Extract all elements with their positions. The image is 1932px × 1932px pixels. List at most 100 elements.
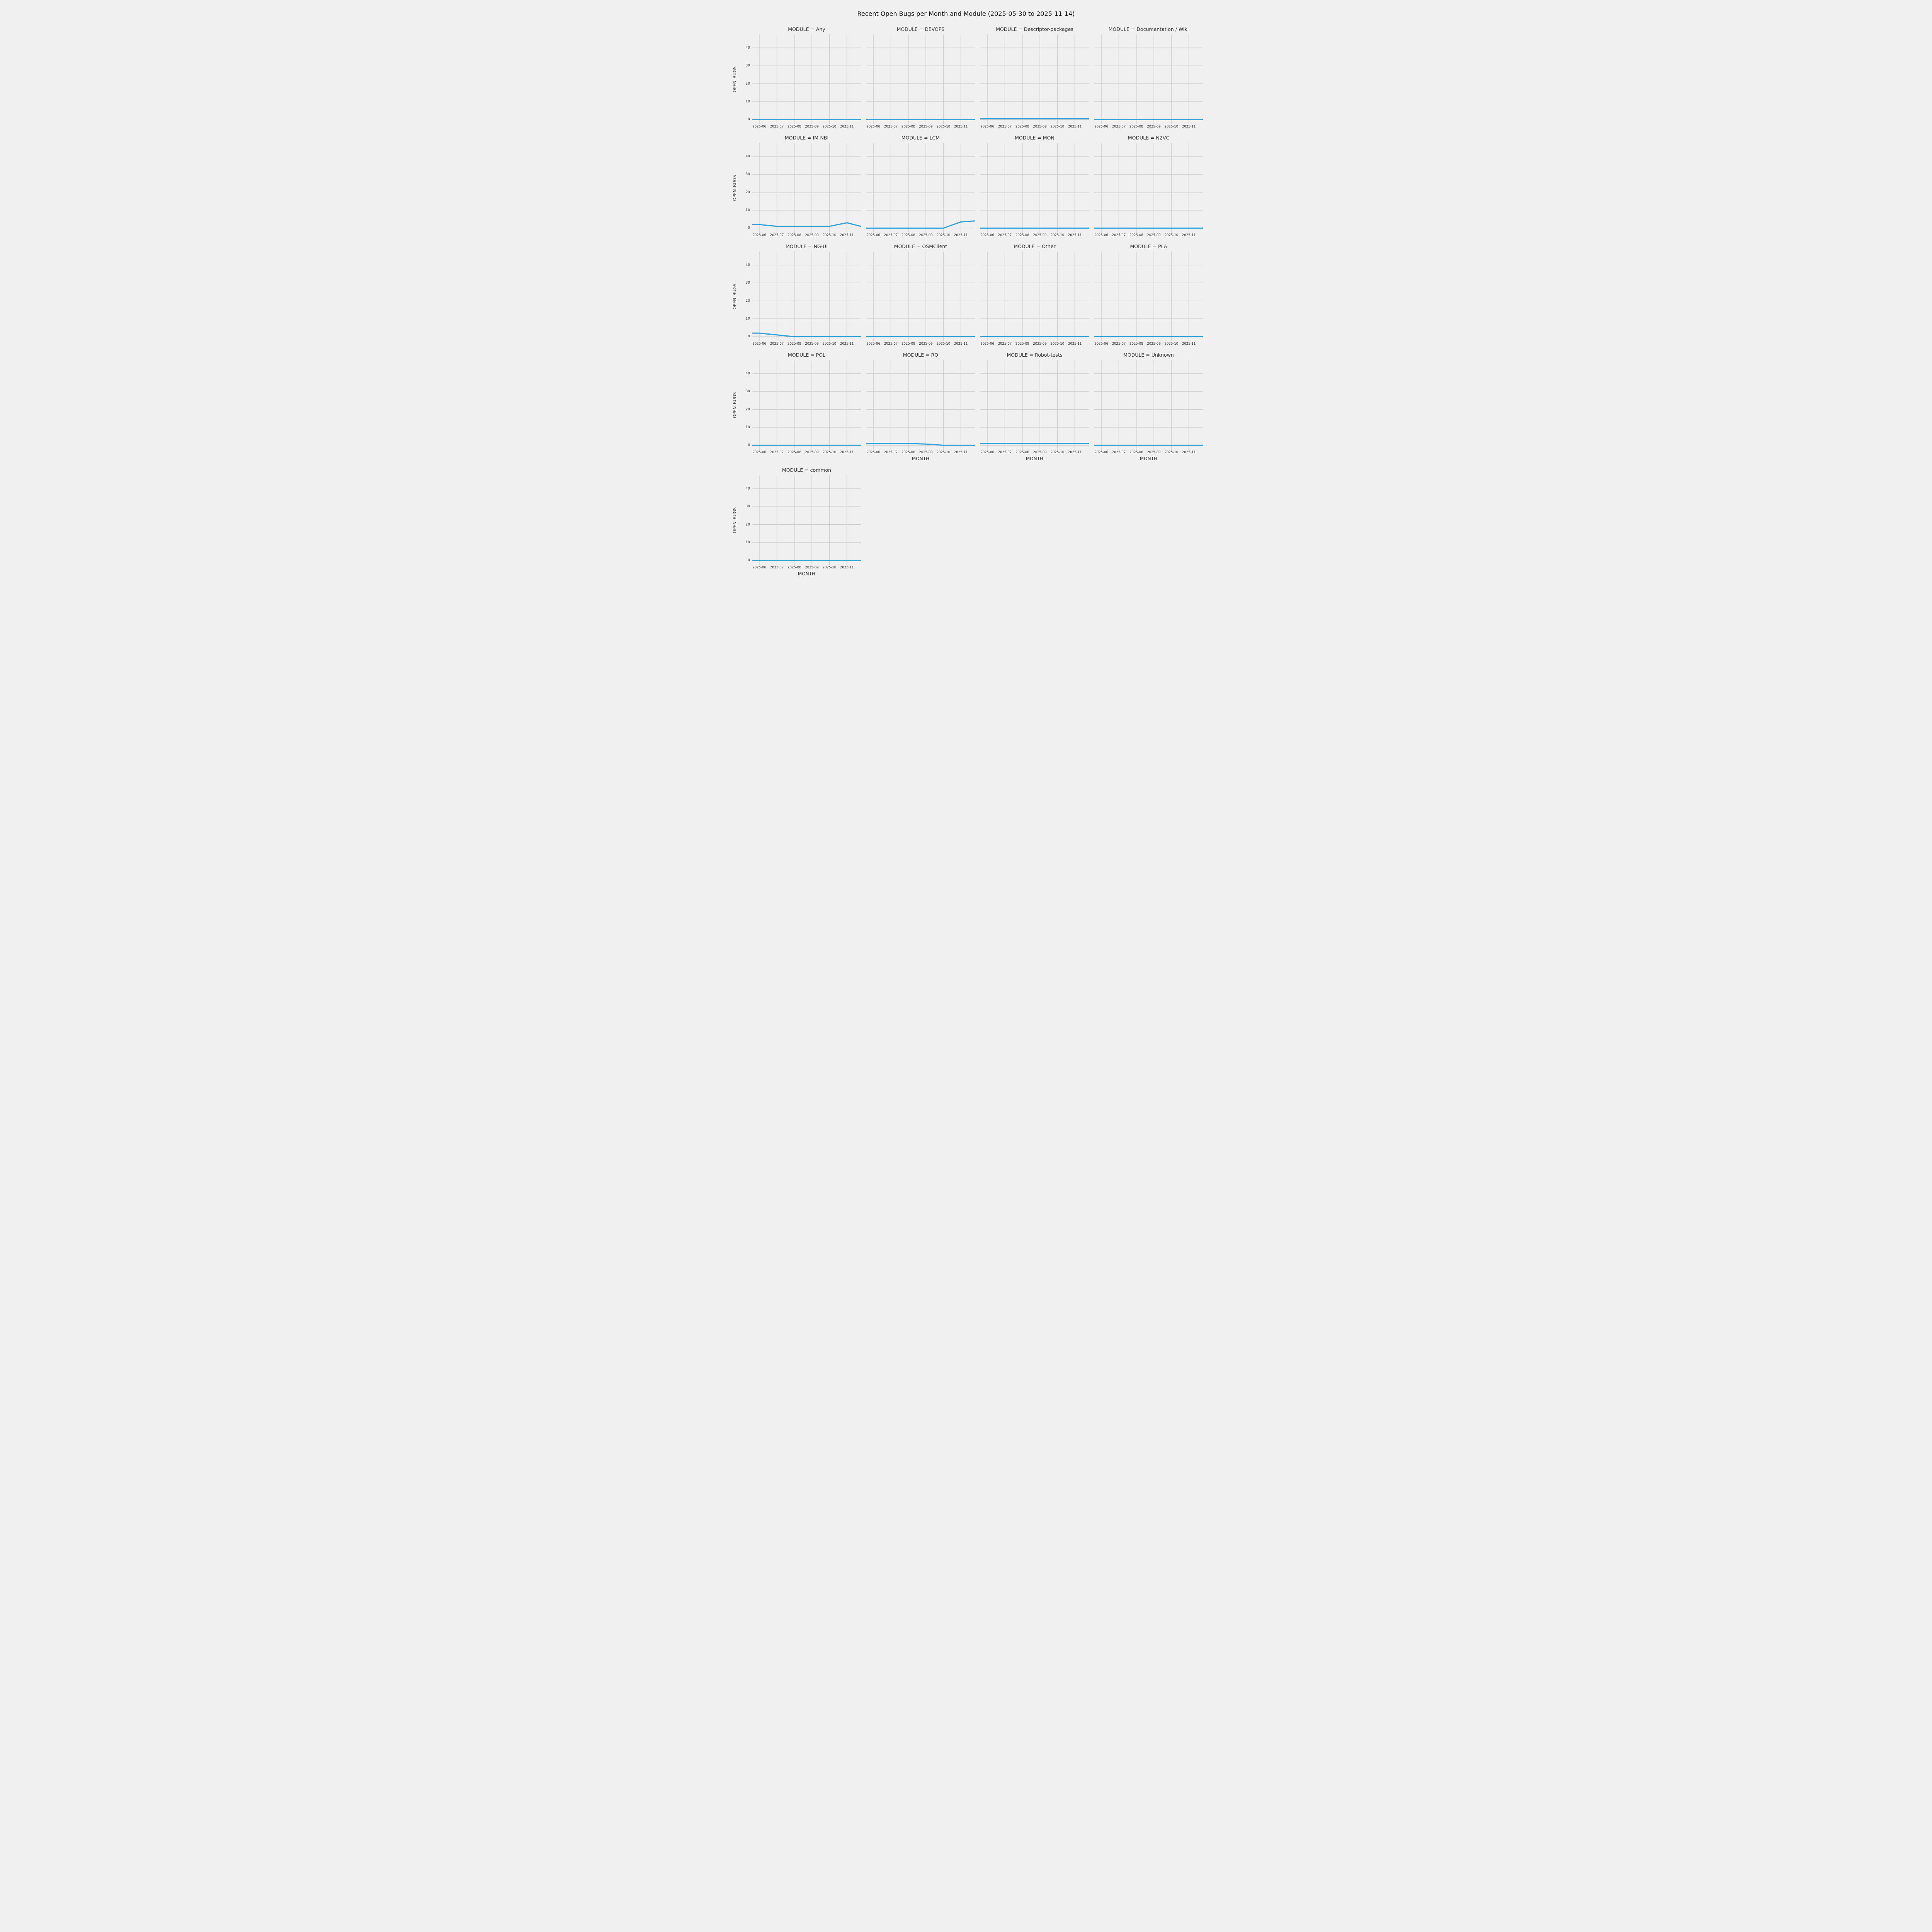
x-tick-label: 2025-08 [787, 566, 801, 570]
x-tick-label: 2025-08 [787, 125, 801, 129]
plot-area: OPEN_BUGS 0 10 20 30 40 2025-06 2025-07 2025-0… [732, 360, 861, 456]
x-tick-label: 2025-08 [901, 342, 915, 346]
x-tick-label: 2025-06 [866, 451, 880, 454]
x-tick-label: 2025-11 [840, 342, 854, 346]
facet-n2vc: MODULE = N2VC 2025-06 2025-07 2025-08 2025-… [1094, 134, 1203, 238]
x-tick-label: 2025-11 [840, 451, 854, 454]
x-tick-label: 2025-09 [919, 233, 933, 237]
plot-area: 2025-06 2025-07 2025-08 2025-09 2025-10 2025-… [1094, 34, 1203, 130]
x-tick-label: 2025-07 [998, 125, 1012, 129]
line-chart-panel [1094, 360, 1203, 450]
line-chart-panel [1094, 143, 1203, 233]
x-tick-label: 2025-09 [1147, 451, 1161, 454]
facet-title: MODULE = POL [787, 352, 826, 358]
y-tick-label: 0 [748, 443, 750, 447]
plot-area: 2025-06 2025-07 2025-08 2025-09 2025-10 2025-… [866, 143, 975, 238]
facet-title: MODULE = NG-UI [785, 243, 828, 249]
y-tick-label: 0 [748, 117, 750, 122]
x-axis-ticks: 2025-06 2025-07 2025-08 2025-09 2025-10 2025-… [752, 341, 861, 347]
x-tick-label: 2025-11 [840, 233, 854, 237]
x-tick-label: 2025-06 [980, 451, 994, 454]
facet-ro: MODULE = RO 2025-06 2025-07 2025-08 2025-09… [866, 351, 975, 462]
y-tick-label: 20 [745, 82, 750, 86]
x-tick-label: 2025-10 [822, 233, 837, 237]
x-tick-label: 2025-11 [954, 125, 968, 129]
facet-title: MODULE = OSMClient [894, 243, 947, 249]
line-chart-panel [866, 360, 975, 450]
x-tick-label: 2025-06 [752, 566, 766, 570]
x-tick-label: 2025-07 [1112, 233, 1126, 237]
x-axis-ticks: 2025-06 2025-07 2025-08 2025-09 2025-10 2025-… [866, 124, 975, 130]
x-tick-label: 2025-10 [822, 566, 837, 570]
facet-lcm: MODULE = LCM 2025-06 2025-07 2025-08 2025-0… [866, 134, 975, 238]
y-tick-label: 30 [745, 64, 750, 68]
plot-area: 2025-06 2025-07 2025-08 2025-09 2025-10 2025-… [866, 252, 975, 347]
y-axis-label: OPEN_BUGS [732, 392, 737, 418]
plot-area: OPEN_BUGS 0 10 20 30 40 2025-06 2025-07 2025-0… [732, 252, 861, 347]
line-chart-panel [752, 252, 861, 341]
x-tick-label: 2025-07 [1112, 125, 1126, 129]
x-tick-label: 2025-06 [866, 342, 880, 346]
facet-title: MODULE = IM-NBI [784, 135, 829, 141]
x-tick-label: 2025-07 [770, 566, 784, 570]
y-tick-label: 30 [745, 389, 750, 394]
x-tick-label: 2025-06 [752, 233, 766, 237]
x-tick-label: 2025-10 [1050, 233, 1065, 237]
y-tick-label: 10 [745, 541, 750, 544]
x-tick-label: 2025-09 [919, 125, 933, 129]
x-tick-label: 2025-10 [1164, 125, 1179, 129]
y-axis-label: OPEN_BUGS [732, 507, 737, 533]
facet-pol: MODULE = POL OPEN_BUGS 0 10 20 30 40 2025-06… [732, 351, 861, 462]
x-tick-label: 2025-08 [1129, 342, 1143, 346]
x-tick-label: 2025-06 [1094, 342, 1108, 346]
y-tick-label: 40 [745, 371, 750, 376]
x-axis-ticks: 2025-06 2025-07 2025-08 2025-09 2025-10 2025-… [980, 450, 1089, 456]
facet-title: MODULE = N2VC [1128, 135, 1170, 141]
facet-robot-tests: MODULE = Robot-tests 2025-06 2025-07 2025-… [980, 351, 1089, 462]
x-tick-label: 2025-09 [805, 233, 819, 237]
x-tick-label: 2025-06 [752, 451, 766, 454]
facet-pla: MODULE = PLA 2025-06 2025-07 2025-08 2025-0… [1094, 242, 1203, 347]
x-tick-label: 2025-10 [1164, 342, 1179, 346]
y-tick-label: 40 [745, 263, 750, 267]
x-tick-label: 2025-11 [954, 342, 968, 346]
x-tick-label: 2025-07 [998, 342, 1012, 346]
plot-area: OPEN_BUGS 0 10 20 30 40 2025-06 2025-07 2025-0… [732, 143, 861, 238]
x-tick-label: 2025-08 [787, 451, 801, 454]
x-tick-label: 2025-11 [1182, 451, 1196, 454]
x-tick-label: 2025-08 [1129, 451, 1143, 454]
facet-documentation-wiki: MODULE = Documentation / Wiki 2025-06 202… [1094, 25, 1203, 130]
x-axis-ticks: 2025-06 2025-07 2025-08 2025-09 2025-10 2025-… [866, 341, 975, 347]
facet-title: MODULE = Documentation / Wiki [1108, 26, 1189, 32]
y-axis-ticks: 0 10 20 30 40 [742, 252, 751, 341]
x-tick-label: 2025-11 [1068, 451, 1082, 454]
x-axis-ticks: 2025-06 2025-07 2025-08 2025-09 2025-10 2025-… [866, 450, 975, 456]
figure-title: Recent Open Bugs per Month and Module (2… [857, 10, 1075, 17]
line-chart-panel [1094, 34, 1203, 124]
y-tick-label: 40 [745, 46, 750, 50]
line-chart-panel [980, 34, 1089, 124]
x-axis-ticks: 2025-06 2025-07 2025-08 2025-09 2025-10 2025-… [1094, 341, 1203, 347]
x-tick-label: 2025-06 [1094, 233, 1108, 237]
facet-common: MODULE = common OPEN_BUGS 0 10 20 30 40 2025… [732, 466, 861, 577]
plot-area: 2025-06 2025-07 2025-08 2025-09 2025-10 2025-… [980, 252, 1089, 347]
x-tick-label: 2025-06 [866, 125, 880, 129]
x-tick-label: 2025-08 [901, 125, 915, 129]
x-tick-label: 2025-09 [805, 566, 819, 570]
x-tick-label: 2025-11 [1182, 233, 1196, 237]
plot-area: 2025-06 2025-07 2025-08 2025-09 2025-10 2025-… [1094, 360, 1203, 462]
y-tick-label: 30 [745, 505, 750, 509]
x-tick-label: 2025-07 [884, 342, 898, 346]
y-axis-ticks: 0 10 20 30 40 [742, 143, 751, 233]
x-tick-label: 2025-08 [901, 451, 915, 454]
x-axis-ticks: 2025-06 2025-07 2025-08 2025-09 2025-10 2025-… [752, 124, 861, 130]
x-axis-ticks: 2025-06 2025-07 2025-08 2025-09 2025-10 2025-… [752, 233, 861, 238]
x-tick-label: 2025-08 [901, 233, 915, 237]
plot-area: 2025-06 2025-07 2025-08 2025-09 2025-10 2025-… [980, 34, 1089, 130]
x-axis-ticks: 2025-06 2025-07 2025-08 2025-09 2025-10 2025-… [752, 450, 861, 456]
line-chart-panel [980, 360, 1089, 450]
x-tick-label: 2025-10 [822, 451, 837, 454]
x-axis-ticks: 2025-06 2025-07 2025-08 2025-09 2025-10 2025-… [980, 233, 1089, 238]
facet-im-nbi: MODULE = IM-NBI OPEN_BUGS 0 10 20 30 40 2025… [732, 134, 861, 238]
facet-unknown: MODULE = Unknown 2025-06 2025-07 2025-08 20… [1094, 351, 1203, 462]
